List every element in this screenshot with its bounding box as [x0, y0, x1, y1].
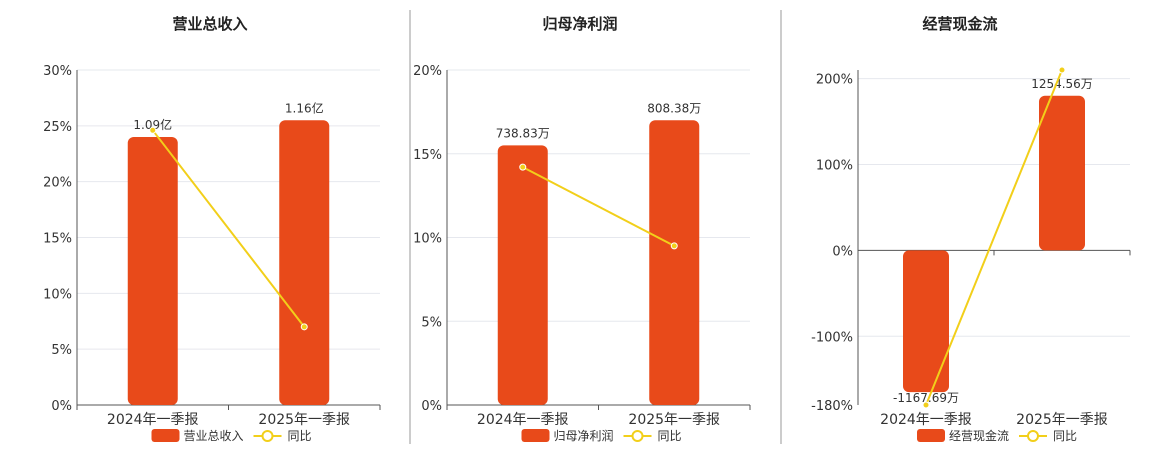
line-point — [519, 163, 527, 171]
x-tick-label: 2025年一季报 — [628, 412, 720, 428]
y-tick-label: 10% — [43, 287, 72, 302]
legend-label: 营业总收入 — [184, 429, 244, 443]
y-tick-label: -180% — [811, 399, 853, 414]
chart-title: 营业总收入 — [172, 15, 247, 33]
y-tick-label: 0% — [421, 399, 442, 414]
line-point — [670, 242, 678, 250]
line-series — [151, 129, 306, 328]
data-label: 808.38万 — [647, 101, 701, 115]
line-point — [149, 126, 157, 134]
y-tick-label: 20% — [43, 176, 72, 191]
legend-label: 同比 — [658, 429, 682, 443]
legend-line-marker — [631, 430, 644, 442]
y-tick-label: 25% — [43, 120, 72, 135]
x-tick-label: 2025年一季报 — [258, 412, 350, 428]
y-tick-label: 30% — [43, 64, 72, 79]
x-tick-label: 2025年一季报 — [1016, 412, 1108, 428]
bar — [127, 137, 178, 405]
data-label: 1254.56万 — [1031, 77, 1093, 91]
x-tick-label: 2024年一季报 — [880, 412, 972, 428]
line-series — [522, 166, 675, 247]
y-tick-label: 200% — [816, 73, 853, 88]
x-tick-label: 2024年一季报 — [107, 412, 199, 428]
bar — [1039, 95, 1085, 251]
bar — [279, 120, 330, 405]
legend-line-marker — [261, 430, 274, 442]
legend-line-marker — [1027, 430, 1039, 442]
legend-bar-swatch — [521, 429, 550, 442]
legend-bar-swatch — [151, 429, 180, 442]
y-tick-label: -100% — [811, 330, 853, 345]
chart-title: 经营现金流 — [922, 15, 997, 33]
line-point — [1058, 66, 1066, 74]
legend-bar-swatch — [917, 429, 945, 442]
line-point — [300, 323, 308, 331]
legend-label: 同比 — [1053, 429, 1077, 443]
line-series — [925, 69, 1063, 406]
bar — [497, 145, 548, 405]
y-tick-label: 5% — [51, 343, 72, 358]
y-tick-label: 5% — [421, 315, 442, 330]
data-label: 1.09亿 — [133, 117, 172, 132]
x-tick-label: 2024年一季报 — [477, 412, 569, 428]
y-tick-label: 0% — [51, 399, 72, 414]
line-point — [922, 401, 930, 409]
legend-label: 同比 — [288, 429, 312, 443]
bar — [903, 250, 949, 393]
y-tick-label: 100% — [816, 158, 853, 173]
y-tick-label: 20% — [413, 64, 442, 79]
y-tick-label: 15% — [413, 148, 442, 163]
data-label: 1.16亿 — [285, 100, 324, 115]
data-label: 738.83万 — [496, 126, 550, 140]
legend-label: 归母净利润 — [554, 429, 614, 443]
y-tick-label: 10% — [413, 232, 442, 247]
legend-label: 经营现金流 — [949, 428, 1009, 443]
y-tick-label: 0% — [832, 244, 853, 259]
chart-title: 归母净利润 — [542, 15, 617, 33]
bar — [649, 120, 700, 405]
y-tick-label: 15% — [43, 232, 72, 247]
data-label: -1167.69万 — [893, 391, 959, 405]
